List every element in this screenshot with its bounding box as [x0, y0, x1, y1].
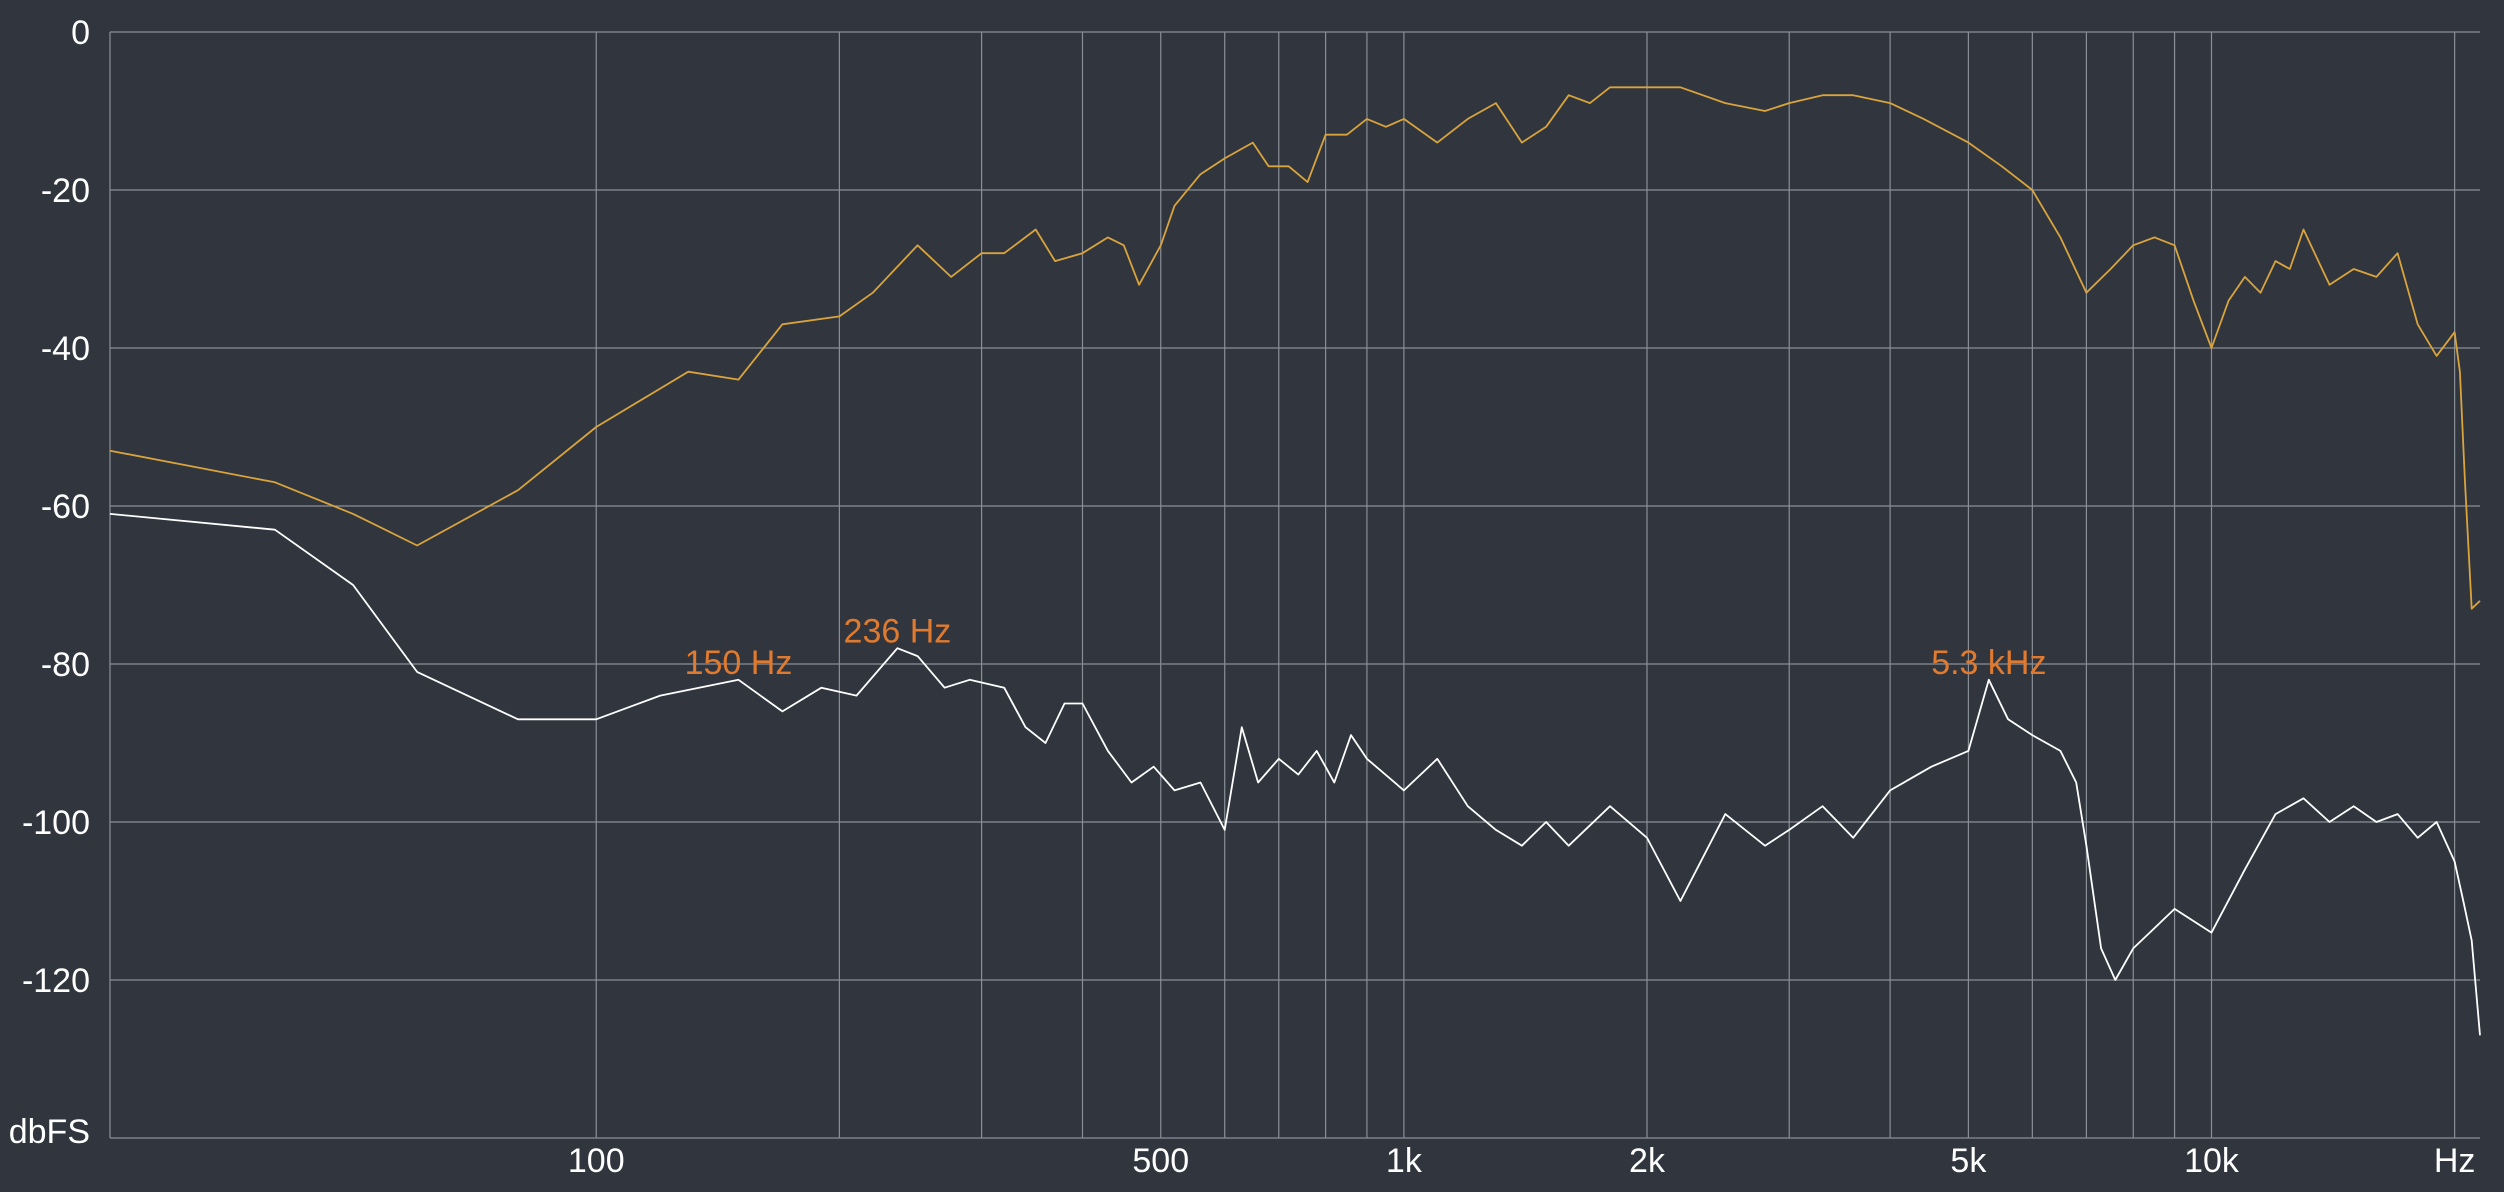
peak-annotation-label: 5.3 kHz [1931, 644, 2046, 682]
peak-annotation-label: 150 Hz [685, 644, 793, 682]
x-tick-label: 100 [568, 1142, 625, 1180]
x-tick-label: 10k [2184, 1142, 2240, 1180]
y-tick-label: -80 [41, 646, 90, 684]
grid-lines [109, 31, 2480, 1139]
axis-labels: 0 -20 -40 -60 -80 -100 -120 100 500 1k 2k 5k 10k Hz [22, 14, 2475, 1180]
series-lines [109, 86, 2481, 1036]
x-tick-label: Hz [2434, 1142, 2476, 1180]
x-tick-label: 1k [1386, 1142, 1423, 1180]
series-line-upper [109, 86, 2481, 610]
y-tick-label: -120 [22, 962, 90, 1000]
y-tick-label: -20 [41, 172, 90, 210]
peak-annotation-label: 236 Hz [844, 612, 952, 650]
peak-annotations: 150 Hz 236 Hz 5.3 kHz [685, 612, 2047, 682]
y-tick-label: -40 [41, 330, 90, 368]
y-tick-label: -60 [41, 488, 90, 526]
y-axis-unit-label: dbFS [9, 1113, 90, 1151]
y-tick-label: 0 [71, 14, 90, 52]
x-tick-label: 5k [1950, 1142, 1987, 1180]
x-tick-label: 500 [1132, 1142, 1189, 1180]
series-line-lower [109, 513, 2481, 1036]
x-tick-label: 2k [1629, 1142, 1666, 1180]
y-tick-label: -100 [22, 804, 90, 842]
